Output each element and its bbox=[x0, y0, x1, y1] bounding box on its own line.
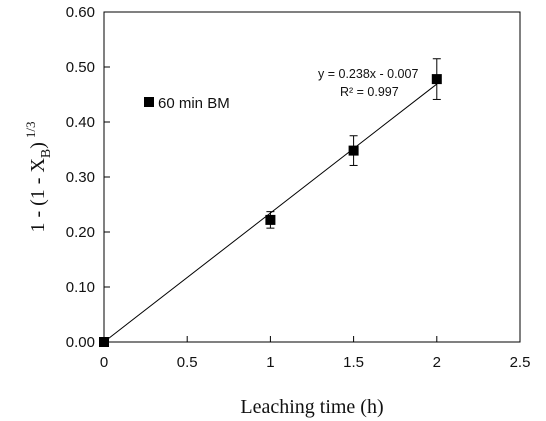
x-tick-label: 1 bbox=[266, 354, 274, 371]
y-axis-label-close: ) bbox=[27, 142, 49, 149]
y-axis-label-main: 1 - (1 - X bbox=[27, 158, 49, 233]
data-point bbox=[348, 145, 359, 156]
legend-marker bbox=[144, 97, 154, 107]
x-tick-label: 0 bbox=[100, 354, 108, 371]
trendline-equation: y = 0.238x - 0.007 bbox=[318, 67, 418, 81]
data-point bbox=[265, 214, 276, 225]
y-axis-label-superscript: 1/3 bbox=[23, 121, 38, 138]
plot-frame bbox=[103, 11, 521, 343]
y-tick-label: 0.30 bbox=[66, 169, 95, 186]
r-squared-label: R² = 0.997 bbox=[340, 85, 399, 99]
x-axis-label: Leaching time (h) bbox=[240, 396, 383, 418]
data-points bbox=[99, 58, 442, 347]
legend-label: 60 min BM bbox=[158, 95, 230, 112]
x-tick-label: 2 bbox=[433, 354, 441, 371]
data-point bbox=[99, 337, 109, 347]
x-tick-label: 0.5 bbox=[177, 354, 198, 371]
x-axis: 0 0.5 1 1.5 2 2.5 bbox=[100, 336, 531, 371]
y-tick-label: 0.50 bbox=[66, 59, 95, 76]
y-tick-label: 0.60 bbox=[66, 4, 95, 21]
x-tick-label: 2.5 bbox=[510, 354, 531, 371]
y-tick-label: 0.00 bbox=[66, 334, 95, 351]
y-tick-label: 0.20 bbox=[66, 224, 95, 241]
y-tick-label: 0.40 bbox=[66, 114, 95, 131]
y-tick-label: 0.10 bbox=[66, 279, 95, 296]
y-axis: 0.00 0.10 0.20 0.30 0.40 0.50 0.60 bbox=[66, 4, 110, 351]
data-point bbox=[431, 74, 442, 85]
y-axis-label-subscript: B bbox=[39, 149, 54, 158]
y-axis-label: 1 - (1 - XB) 1/3 bbox=[23, 121, 54, 232]
x-tick-label: 1.5 bbox=[343, 354, 364, 371]
